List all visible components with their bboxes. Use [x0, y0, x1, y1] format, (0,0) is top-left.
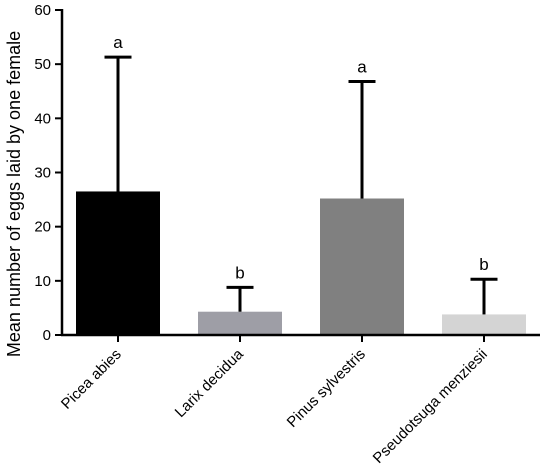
y-tick-label: 30 — [34, 165, 51, 182]
y-axis-title-group: Mean number of eggs laid by one female — [4, 31, 24, 357]
bar — [320, 198, 404, 335]
y-tick-label: 20 — [34, 219, 51, 236]
significance-letter: b — [479, 255, 488, 274]
y-tick-label: 50 — [34, 56, 51, 73]
bar — [442, 314, 526, 335]
y-tick-label: 60 — [34, 2, 51, 19]
axes-layer — [55, 9, 540, 342]
error-bars-layer — [104, 55, 498, 315]
significance-letter: b — [235, 263, 244, 282]
y-axis-title: Mean number of eggs laid by one female — [4, 31, 24, 357]
y-tick-label: 40 — [34, 110, 51, 127]
significance-letter: a — [113, 33, 123, 52]
bars-layer — [76, 191, 526, 335]
y-tick-label: 0 — [43, 327, 51, 344]
bar — [76, 191, 160, 335]
significance-letter: a — [357, 58, 367, 77]
x-tick-label: Picea abies — [58, 346, 125, 413]
x-tick-label: Pseudotsuga menziesii — [370, 346, 491, 467]
x-tick-label: Pinus sylvestris — [284, 346, 369, 431]
y-tick-label: 10 — [34, 273, 51, 290]
x-tick-label: Larix decidua — [172, 345, 248, 421]
bar — [198, 311, 282, 335]
